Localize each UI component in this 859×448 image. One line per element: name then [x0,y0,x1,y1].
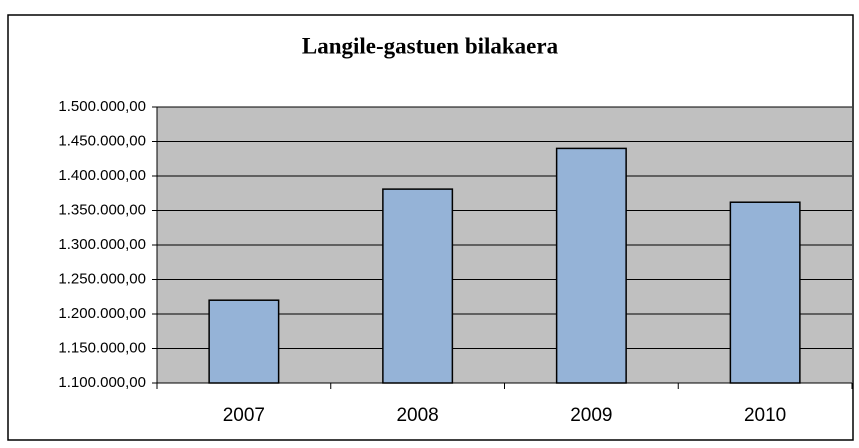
y-tick-label: 1.350.000,00 [58,201,146,218]
x-tick-label: 2007 [223,405,265,426]
x-tick-label: 2008 [396,405,438,426]
bar [382,188,454,384]
x-tick-label: 2009 [570,405,612,426]
bar [555,147,627,384]
y-tick-label: 1.100.000,00 [58,374,146,391]
bar [208,299,280,384]
y-tick-label: 1.200.000,00 [58,305,146,322]
y-tick-label: 1.400.000,00 [58,167,146,184]
x-tick-label: 2010 [744,405,786,426]
y-tick-label: 1.250.000,00 [58,270,146,287]
y-tick-label: 1.150.000,00 [58,339,146,356]
bar [729,201,801,384]
y-tick-label: 1.450.000,00 [58,132,146,149]
chart-title: Langile-gastuen bilakaera [302,33,559,58]
y-tick-label: 1.500.000,00 [58,98,146,115]
y-tick-label: 1.300.000,00 [58,236,146,253]
